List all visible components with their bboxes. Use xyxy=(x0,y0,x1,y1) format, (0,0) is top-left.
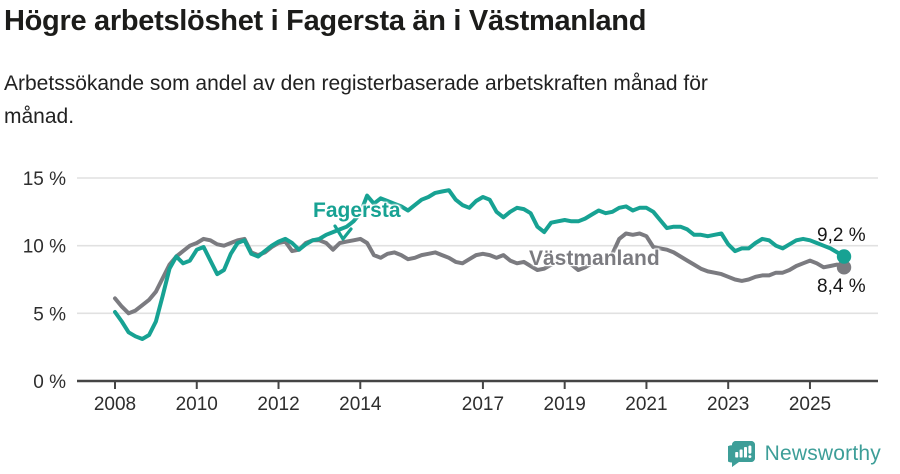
end-value-vastmanland: 8,4 % xyxy=(817,276,866,297)
end-dot-fagersta xyxy=(836,249,852,264)
series-line-västmanland xyxy=(113,231,846,316)
x-tick-label: 2025 xyxy=(789,394,831,415)
x-tick-label: 2021 xyxy=(625,394,667,415)
y-tick-label: 5 % xyxy=(33,304,66,325)
end-dot-västmanland xyxy=(836,260,852,275)
y-tick-label: 0 % xyxy=(33,372,66,393)
brand-name: Newsworthy xyxy=(764,442,881,465)
newsworthy-chart-bubble-icon xyxy=(727,441,755,467)
x-tick-label: 2023 xyxy=(707,394,749,415)
page-subtitle: Arbetssökande som andel av den registerb… xyxy=(4,72,708,128)
series-label-vastmanland: Västmanland xyxy=(529,247,660,270)
x-tick-label: 2012 xyxy=(257,394,299,415)
y-tick-label: 15 % xyxy=(23,169,66,190)
x-tick-label: 2008 xyxy=(94,394,136,415)
end-value-fagersta: 9,2 % xyxy=(817,225,866,246)
x-tick-label: 2014 xyxy=(339,394,382,415)
series-line-fagersta xyxy=(113,188,846,341)
x-tick-label: 2010 xyxy=(176,394,218,415)
x-tick-label: 2017 xyxy=(462,394,504,415)
page-title: Högre arbetslöshet i Fagersta än i Västm… xyxy=(4,5,647,37)
newsworthy-logo[interactable]: Newsworthy xyxy=(727,440,881,468)
arrow-down-icon xyxy=(333,224,353,241)
x-tick-label: 2019 xyxy=(544,394,586,415)
series-label-fagersta: Fagersta xyxy=(313,199,401,222)
y-tick-label: 10 % xyxy=(23,237,66,258)
